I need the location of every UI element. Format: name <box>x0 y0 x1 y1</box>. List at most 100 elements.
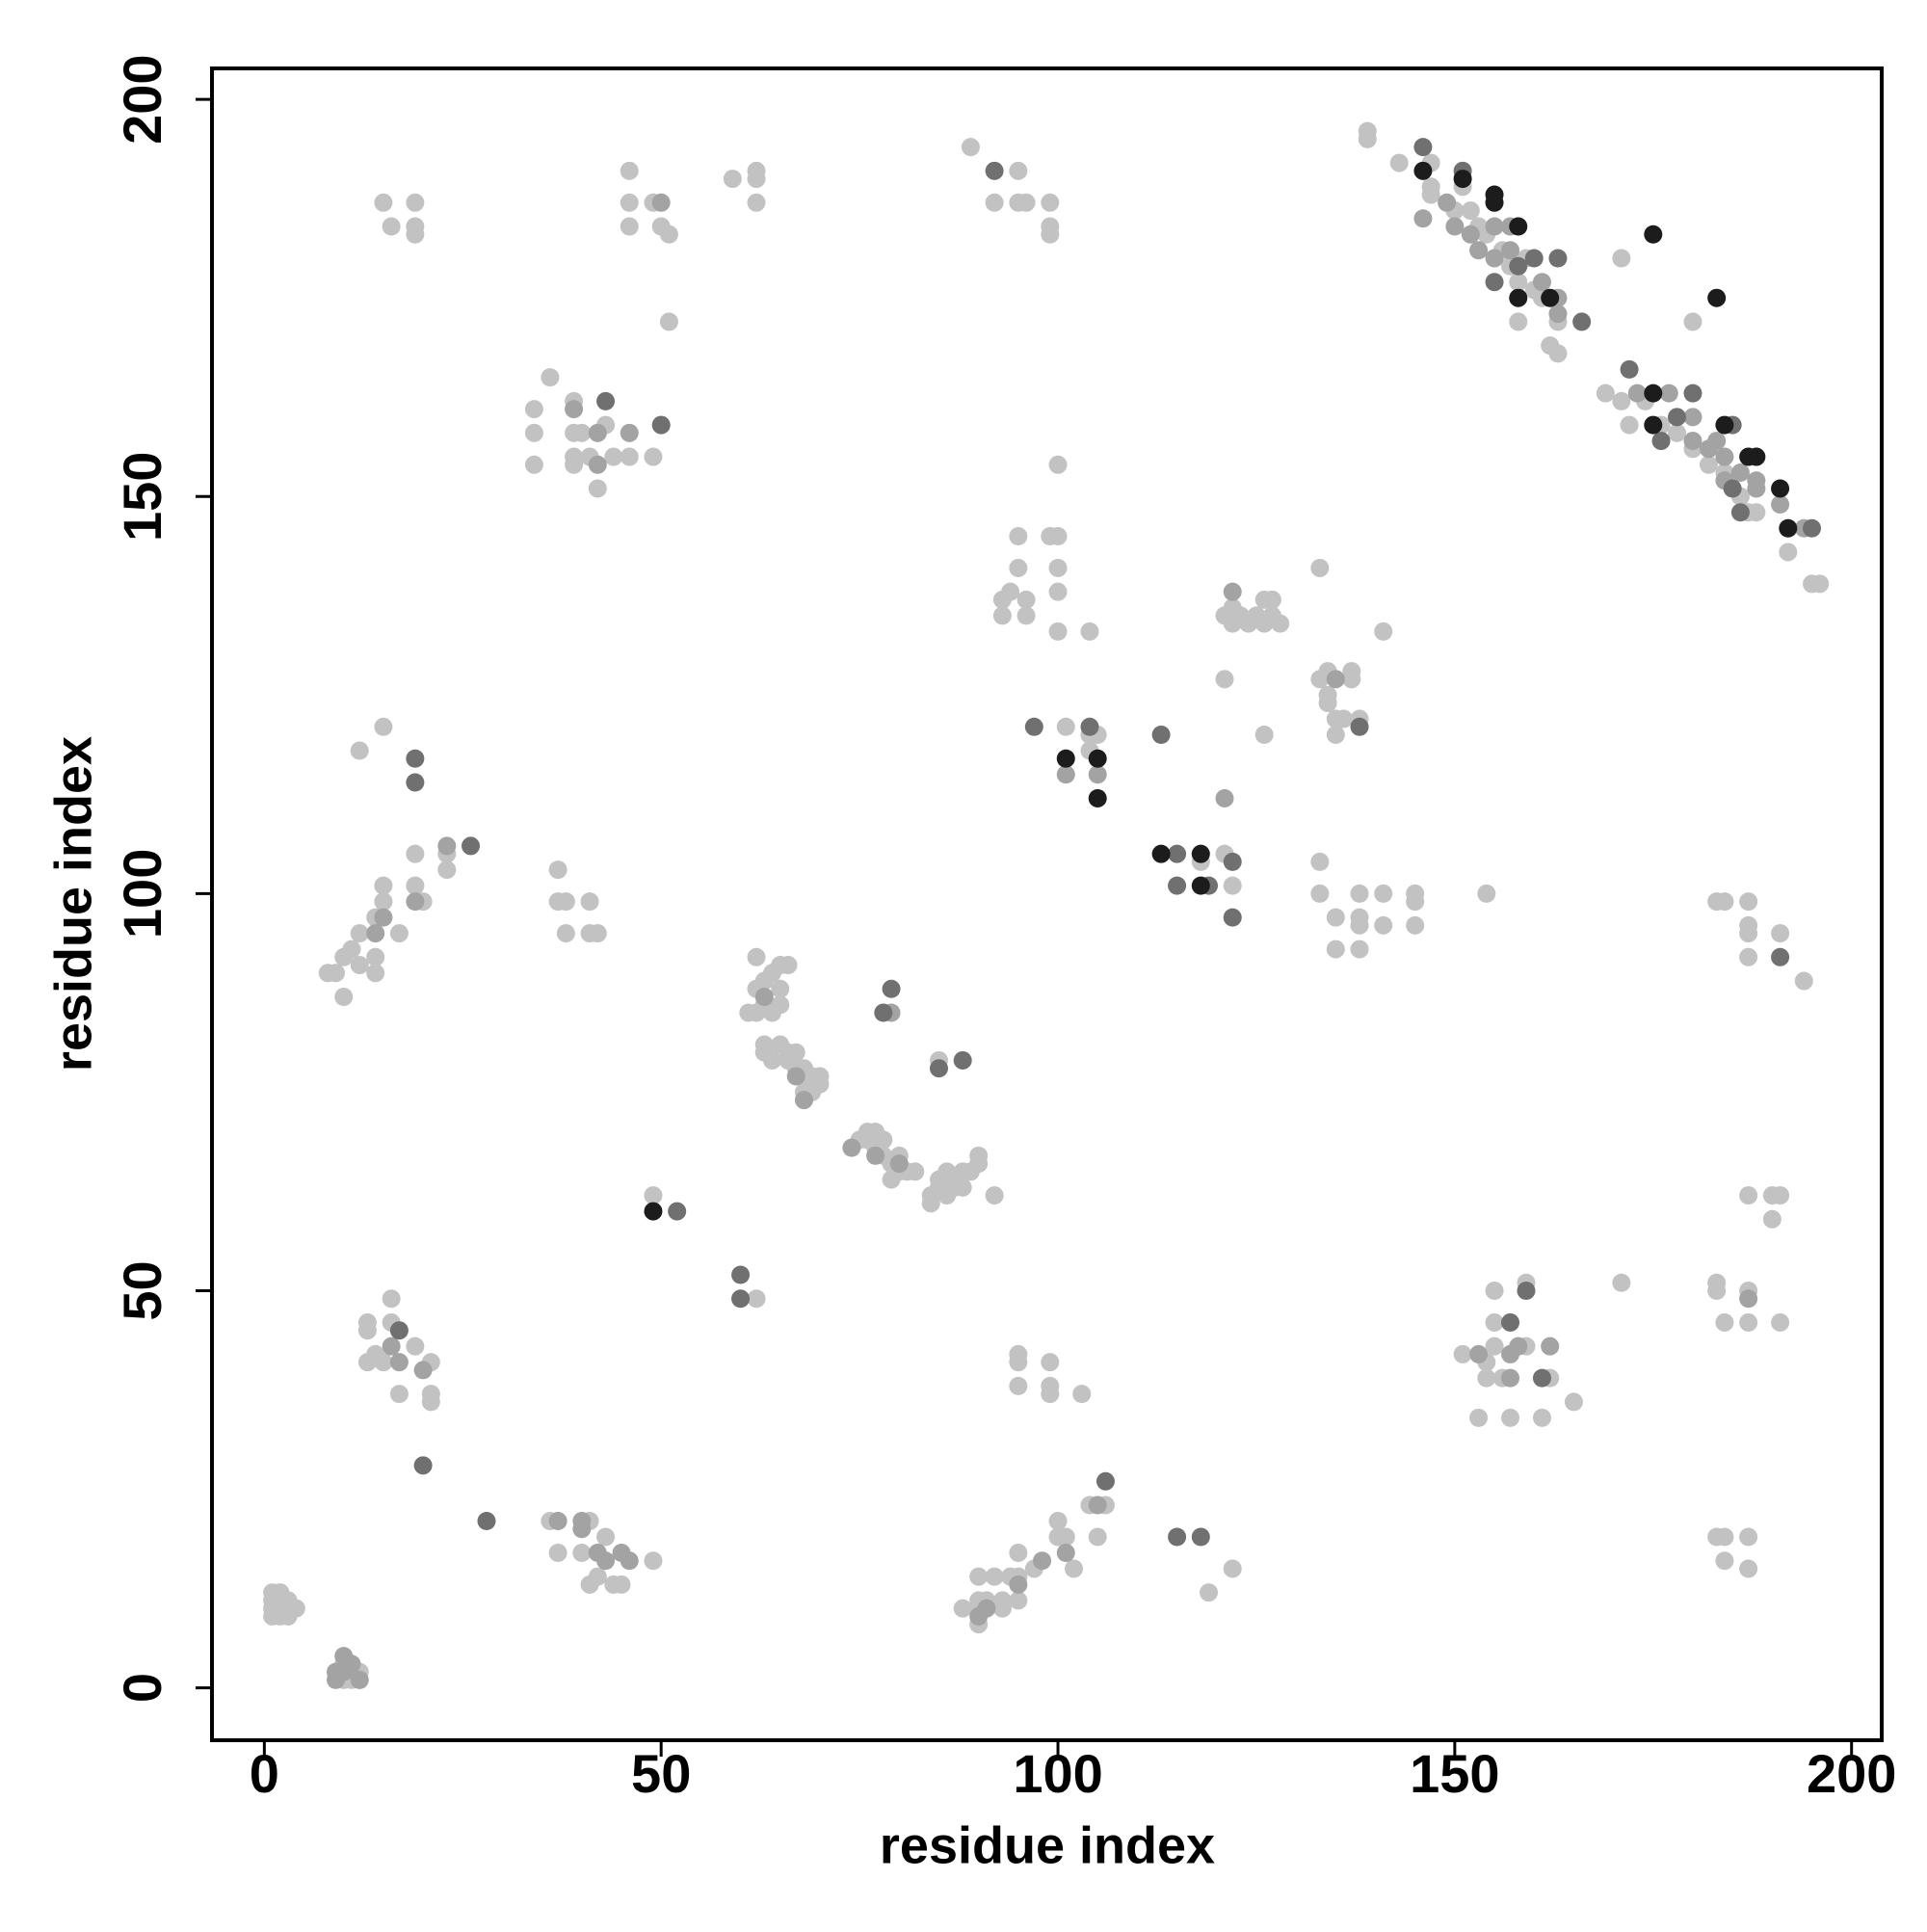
data-point <box>588 924 607 943</box>
data-point <box>620 193 639 212</box>
data-point <box>1191 1527 1210 1547</box>
data-point <box>1485 217 1504 236</box>
data-point <box>1461 225 1480 244</box>
data-point <box>644 1202 663 1221</box>
data-point <box>1762 1209 1782 1229</box>
data-point <box>1739 1289 1758 1309</box>
data-point <box>1016 590 1036 609</box>
data-point <box>1620 415 1639 435</box>
data-point <box>588 479 607 498</box>
data-point <box>1374 915 1393 935</box>
x-tick-label: 200 <box>1807 1743 1896 1804</box>
data-point <box>969 1567 989 1586</box>
data-point <box>866 1146 885 1165</box>
data-point <box>985 1186 1004 1205</box>
data-point <box>882 1170 901 1189</box>
data-point <box>1644 225 1663 244</box>
data-point <box>1088 765 1107 784</box>
data-point <box>1509 312 1528 331</box>
data-point <box>1509 256 1528 276</box>
data-point <box>1374 622 1393 641</box>
data-point <box>1033 1551 1052 1571</box>
data-point <box>437 836 457 856</box>
data-point <box>1080 622 1099 641</box>
data-point <box>1541 288 1560 307</box>
data-point <box>1168 876 1187 895</box>
x-axis-title: residue index <box>880 1816 1215 1874</box>
data-point <box>1041 1353 1060 1372</box>
data-point <box>1509 1337 1528 1356</box>
data-point <box>596 391 616 410</box>
y-tick-label: 150 <box>112 452 172 542</box>
data-point <box>1739 1527 1758 1547</box>
data-point <box>1358 129 1377 148</box>
data-point <box>1350 884 1369 903</box>
data-point <box>620 161 639 180</box>
data-point <box>524 455 543 474</box>
data-point <box>565 455 584 474</box>
data-point <box>1088 749 1107 768</box>
data-point <box>620 423 639 442</box>
data-point <box>1350 915 1369 935</box>
x-tick-label: 0 <box>250 1743 279 1804</box>
data-point <box>1715 892 1734 912</box>
data-point <box>580 892 599 912</box>
data-point <box>874 1003 893 1022</box>
data-point <box>406 193 425 212</box>
data-point <box>1421 185 1440 204</box>
data-point <box>1739 947 1758 966</box>
data-point <box>1644 384 1663 403</box>
data-point <box>366 964 385 983</box>
data-point <box>1771 1312 1790 1332</box>
data-point <box>1517 1281 1536 1300</box>
data-point <box>1469 1408 1489 1427</box>
data-point <box>1254 726 1274 745</box>
data-point <box>1699 439 1718 459</box>
data-point <box>620 1551 639 1571</box>
data-point <box>1223 908 1242 927</box>
data-point <box>406 844 425 863</box>
data-point <box>326 964 345 983</box>
data-point <box>874 1130 893 1150</box>
data-point <box>406 892 425 912</box>
data-point <box>1048 622 1068 641</box>
data-point <box>1810 574 1830 594</box>
data-point <box>961 138 980 157</box>
data-point <box>1548 249 1568 268</box>
data-point <box>929 1059 948 1078</box>
data-point <box>382 217 401 236</box>
data-point <box>406 876 425 895</box>
data-point <box>548 1543 568 1562</box>
data-point <box>565 400 584 419</box>
data-point <box>1651 432 1671 451</box>
data-point <box>747 947 766 966</box>
data-point <box>342 1654 361 1674</box>
data-point <box>659 312 678 331</box>
data-point <box>1501 1408 1520 1427</box>
data-point <box>1548 304 1568 324</box>
data-point <box>1477 1368 1496 1388</box>
data-point <box>1438 193 1457 212</box>
data-point <box>1326 908 1345 927</box>
data-point <box>374 876 393 895</box>
data-point <box>406 1337 425 1356</box>
data-point <box>921 1194 940 1213</box>
data-point <box>651 193 671 212</box>
data-point <box>1699 455 1718 474</box>
data-point <box>1009 526 1028 545</box>
data-point <box>620 217 639 236</box>
data-point <box>747 170 766 189</box>
data-point <box>763 1050 782 1070</box>
data-point <box>1541 1337 1560 1356</box>
data-point <box>1191 844 1210 863</box>
data-point <box>651 415 671 435</box>
data-point <box>754 988 774 1007</box>
data-point <box>1477 884 1496 903</box>
data-point <box>477 1512 496 1531</box>
data-point <box>1318 694 1337 713</box>
data-point <box>596 1551 616 1571</box>
data-point <box>1739 892 1758 912</box>
data-point <box>1334 709 1354 728</box>
data-point <box>1048 1512 1068 1531</box>
